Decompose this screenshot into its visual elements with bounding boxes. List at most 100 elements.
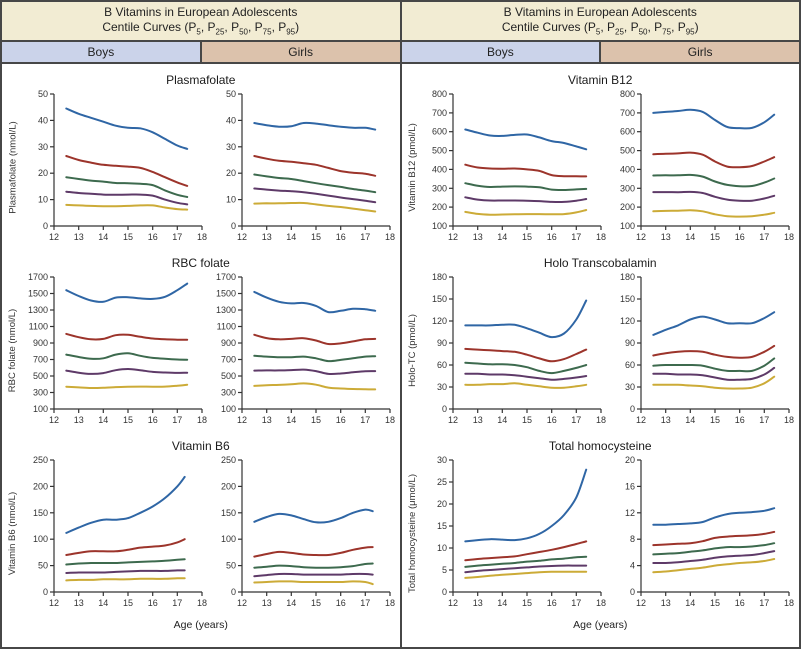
svg-text:18: 18 — [596, 232, 606, 242]
svg-text:50: 50 — [38, 560, 48, 570]
boys-band-label: Boys — [401, 41, 602, 62]
vitamin-b6-girls-chart: 0 50 100 150 200 250 12 13 14 15 16 17 18 — [221, 455, 395, 608]
svg-text:15: 15 — [710, 415, 720, 425]
svg-text:30: 30 — [226, 142, 236, 152]
svg-text:18: 18 — [197, 598, 207, 608]
chart-title: RBC folate — [171, 255, 230, 270]
panel-right-header: B Vitamins in European Adolescents Centi… — [401, 2, 799, 42]
svg-text:14: 14 — [686, 598, 696, 608]
svg-text:16: 16 — [547, 598, 557, 608]
svg-text:14: 14 — [498, 598, 508, 608]
svg-text:100: 100 — [620, 221, 635, 231]
svg-text:17: 17 — [760, 415, 770, 425]
svg-text:120: 120 — [620, 316, 635, 326]
svg-text:16: 16 — [735, 415, 745, 425]
svg-text:500: 500 — [221, 371, 236, 381]
svg-text:13: 13 — [661, 232, 671, 242]
svg-text:600: 600 — [620, 126, 635, 136]
svg-text:13: 13 — [261, 598, 271, 608]
svg-text:100: 100 — [221, 404, 236, 414]
svg-text:900: 900 — [33, 338, 48, 348]
holo-tc-boys-chart: 0 30 60 90 120 150 180 12 13 14 15 16 17 18 — [432, 272, 606, 425]
plasmafolate-boys-chart: 0 10 20 30 40 50 12 13 14 15 16 17 18 — [38, 89, 207, 242]
svg-text:90: 90 — [625, 338, 635, 348]
svg-text:30: 30 — [38, 142, 48, 152]
svg-text:4: 4 — [630, 560, 635, 570]
svg-text:16: 16 — [735, 598, 745, 608]
panel-title-line2: Centile Curves (P5, P25, P50, P75, P95) — [501, 19, 699, 37]
svg-text:300: 300 — [33, 387, 48, 397]
chart-title: Holo Transcobalamin — [543, 255, 657, 270]
svg-text:18: 18 — [596, 598, 606, 608]
svg-text:14: 14 — [98, 415, 108, 425]
svg-text:16: 16 — [147, 598, 157, 608]
svg-text:18: 18 — [197, 415, 207, 425]
svg-text:10: 10 — [226, 194, 236, 204]
svg-text:250: 250 — [33, 455, 48, 465]
svg-text:0: 0 — [442, 404, 447, 414]
svg-text:12: 12 — [49, 232, 59, 242]
svg-text:500: 500 — [620, 145, 635, 155]
svg-text:300: 300 — [432, 183, 447, 193]
chart-title: Plasmafolate — [166, 72, 236, 87]
svg-text:16: 16 — [625, 481, 635, 491]
chart-group-rbc-folate: RBC folate RBC folate (nmol/L) 100 300 500… — [2, 255, 400, 431]
svg-text:100: 100 — [432, 221, 447, 231]
svg-text:16: 16 — [547, 415, 557, 425]
rbc-folate-boys-chart: 100 300 500 700 900 1100 1300 1500 1700 12 13 14 15 1… — [28, 272, 207, 425]
chart-group-plasmafolate: Plasmafolate Plasmafolate (nmol/L) 0 10 20… — [2, 72, 400, 248]
svg-text:150: 150 — [33, 508, 48, 518]
svg-text:700: 700 — [620, 108, 635, 118]
svg-text:120: 120 — [432, 316, 447, 326]
svg-text:12: 12 — [448, 232, 458, 242]
svg-text:12: 12 — [237, 232, 247, 242]
svg-text:60: 60 — [437, 360, 447, 370]
svg-text:13: 13 — [473, 232, 483, 242]
svg-text:0: 0 — [43, 221, 48, 231]
svg-text:700: 700 — [432, 108, 447, 118]
svg-text:0: 0 — [231, 221, 236, 231]
chart-title: Total homocysteine — [548, 438, 652, 453]
chart-group-holo-transcobalamin: Holo Transcobalamin Holo-TC (pmol/L) 0 30… — [402, 255, 800, 431]
svg-text:15: 15 — [311, 415, 321, 425]
svg-text:700: 700 — [33, 354, 48, 364]
chart-title: Vitamin B12 — [568, 72, 633, 87]
svg-text:17: 17 — [572, 415, 582, 425]
svg-text:12: 12 — [49, 598, 59, 608]
svg-text:15: 15 — [522, 598, 532, 608]
svg-text:50: 50 — [226, 560, 236, 570]
svg-text:1500: 1500 — [216, 288, 236, 298]
svg-text:15: 15 — [522, 415, 532, 425]
svg-text:13: 13 — [661, 598, 671, 608]
y-axis-label: RBC folate (nmol/L) — [7, 309, 19, 393]
svg-text:15: 15 — [123, 232, 133, 242]
svg-text:20: 20 — [38, 168, 48, 178]
svg-text:500: 500 — [33, 371, 48, 381]
svg-text:16: 16 — [147, 415, 157, 425]
chart-title: Vitamin B6 — [171, 438, 230, 453]
svg-text:16: 16 — [735, 232, 745, 242]
panel-title-line2: Centile Curves (P5, P25, P50, P75, P95) — [102, 19, 300, 37]
svg-text:90: 90 — [437, 338, 447, 348]
svg-text:12: 12 — [448, 415, 458, 425]
y-axis-label: Vitamin B12 (pmol/L) — [406, 123, 418, 213]
homocysteine-boys-chart: 0 5 10 15 20 25 30 12 13 14 15 16 17 18 — [437, 455, 606, 608]
svg-text:17: 17 — [360, 415, 370, 425]
svg-text:900: 900 — [221, 338, 236, 348]
svg-text:0: 0 — [630, 404, 635, 414]
svg-text:50: 50 — [226, 89, 236, 99]
svg-text:13: 13 — [73, 598, 83, 608]
svg-text:10: 10 — [437, 543, 447, 553]
svg-text:150: 150 — [620, 294, 635, 304]
svg-text:8: 8 — [630, 534, 635, 544]
girls-band-label: Girls — [601, 41, 799, 62]
svg-text:16: 16 — [335, 415, 345, 425]
svg-text:16: 16 — [335, 598, 345, 608]
svg-text:100: 100 — [33, 534, 48, 544]
girls-band-label: Girls — [201, 41, 400, 62]
svg-text:100: 100 — [221, 534, 236, 544]
svg-text:18: 18 — [596, 415, 606, 425]
svg-text:12: 12 — [636, 415, 646, 425]
svg-text:30: 30 — [437, 382, 447, 392]
